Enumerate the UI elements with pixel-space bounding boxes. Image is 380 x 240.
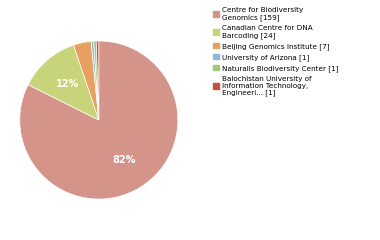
Text: 12%: 12% (56, 79, 79, 89)
Wedge shape (20, 41, 178, 199)
Legend: Centre for Biodiversity
Genomics [159], Canadian Centre for DNA
Barcoding [24], : Centre for Biodiversity Genomics [159], … (211, 5, 340, 99)
Wedge shape (93, 41, 99, 120)
Text: 82%: 82% (112, 155, 135, 165)
Wedge shape (91, 41, 99, 120)
Wedge shape (28, 45, 99, 120)
Wedge shape (96, 41, 99, 120)
Wedge shape (73, 41, 99, 120)
